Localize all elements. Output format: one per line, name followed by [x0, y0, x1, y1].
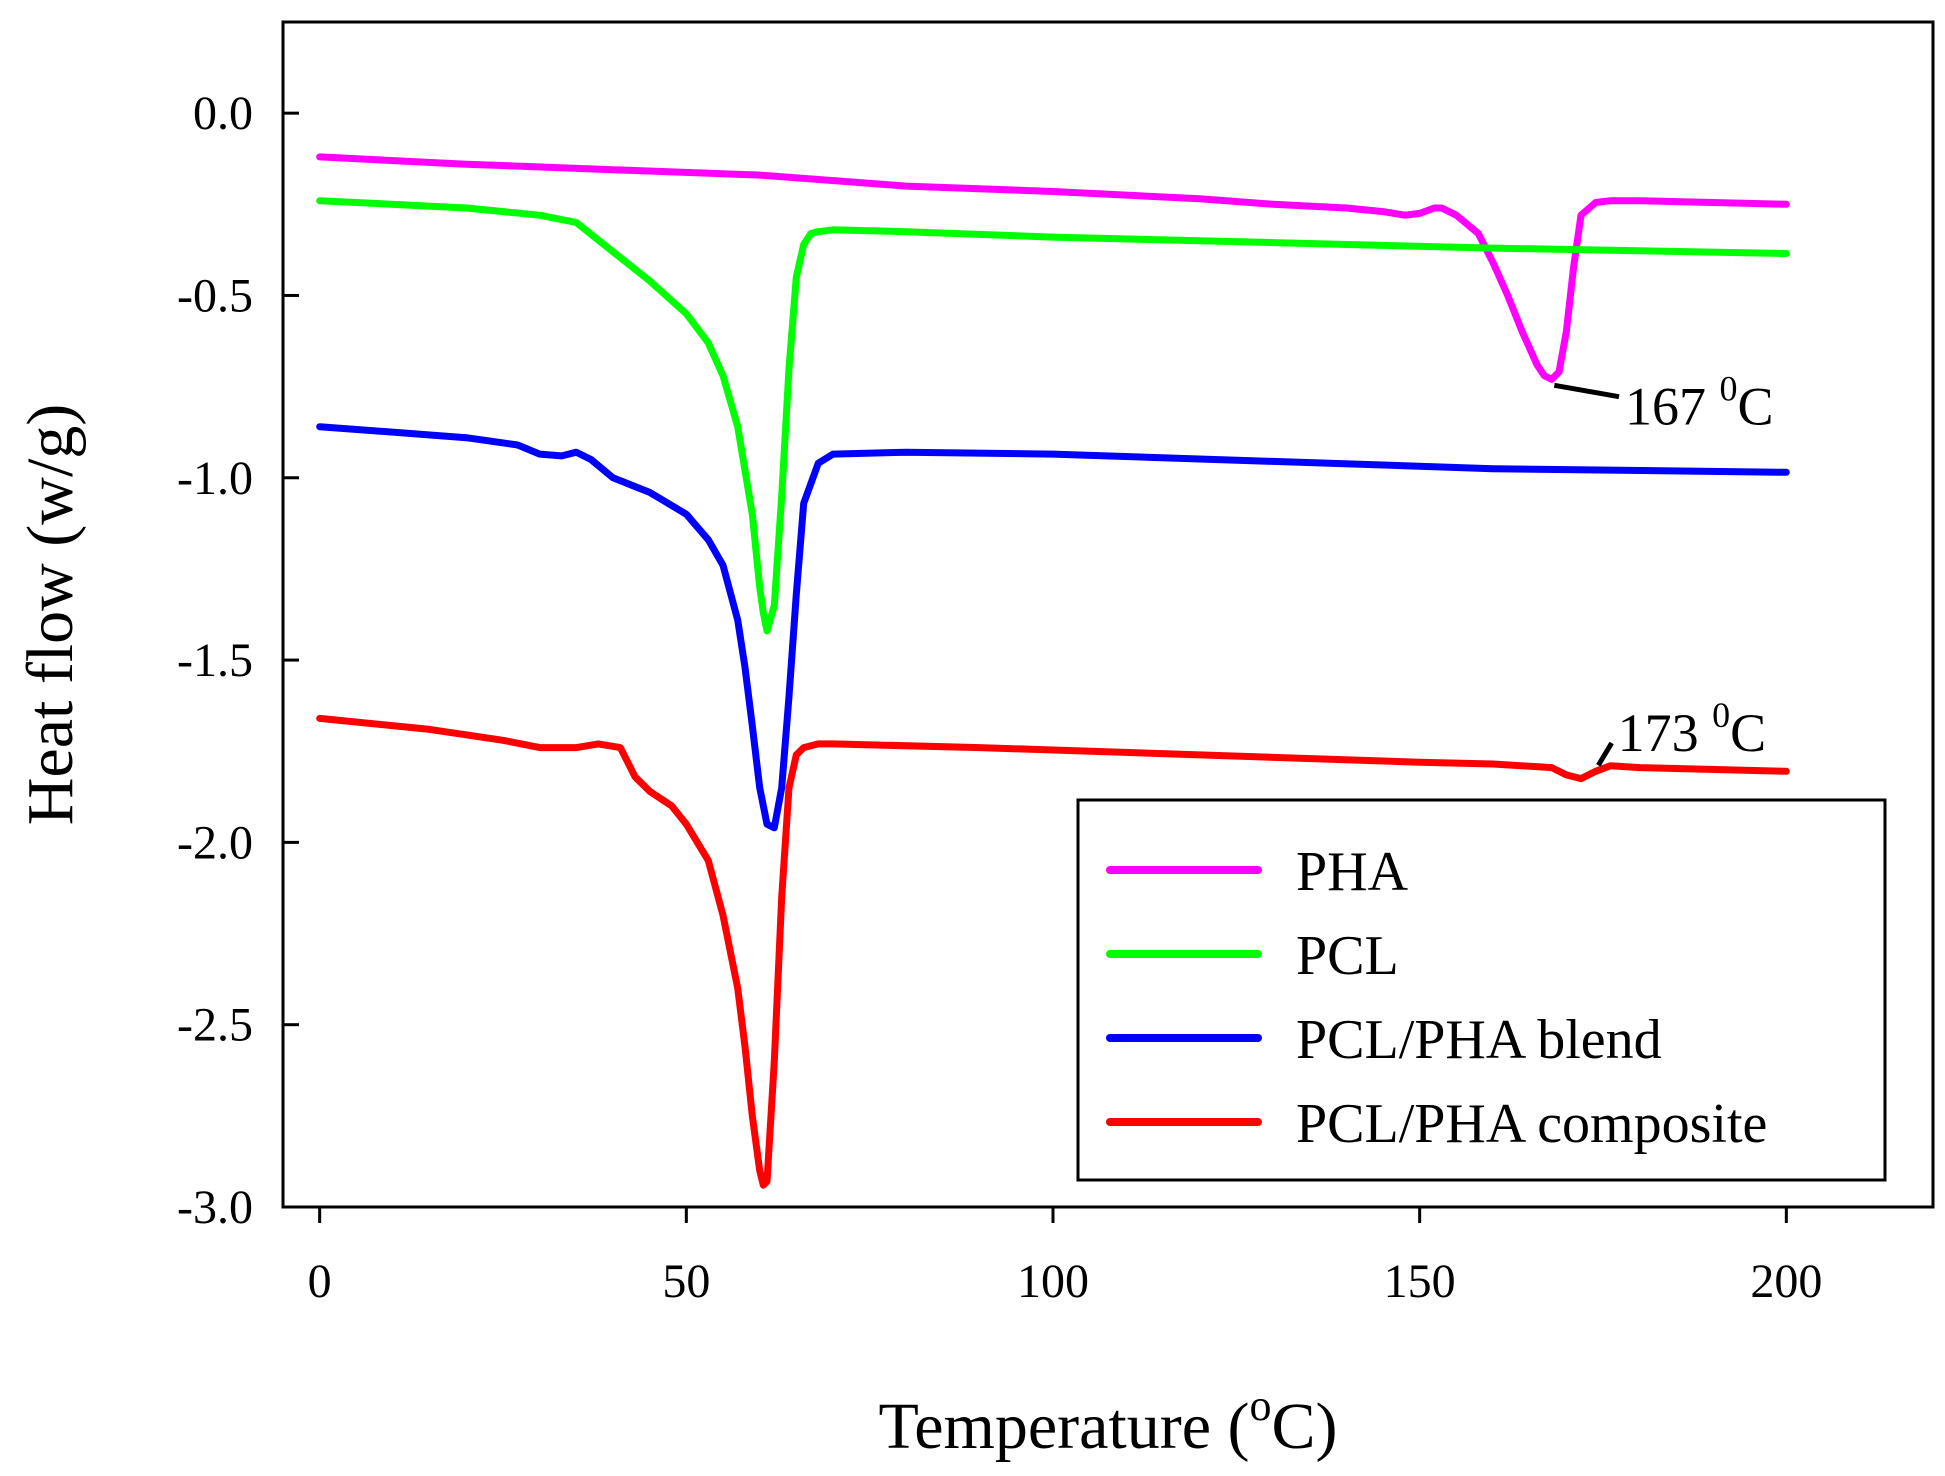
x-tick-label: 0 — [308, 1255, 332, 1308]
plot-frame — [281, 20, 1935, 1209]
series-layer — [316, 153, 1790, 1189]
y-tick-label: -0.5 — [177, 269, 253, 322]
legend-label-2: PCL/PHA blend — [1296, 1009, 1662, 1071]
annotation-label-1: 173 0C — [1618, 695, 1767, 763]
x-tick-label: 200 — [1750, 1255, 1822, 1308]
y-tick-label: -3.0 — [177, 1181, 253, 1234]
annotation-value: 167 — [1625, 377, 1720, 437]
x-tick-label: 100 — [1017, 1255, 1089, 1308]
annotation-superscript: 0 — [1712, 695, 1730, 735]
legend-label-3: PCL/PHA composite — [1296, 1093, 1767, 1155]
annotation-superscript: 0 — [1720, 369, 1738, 409]
annotation-leader-1 — [1596, 741, 1614, 767]
y-axis-title: Heat flow (w/g) — [14, 404, 87, 826]
annotation-unit: C — [1738, 377, 1774, 437]
y-tick-label: -2.0 — [177, 816, 253, 869]
legend: PHA PCL PCL/PHA blend PCL/PHA composite — [1076, 798, 1887, 1182]
series-line-0 — [316, 153, 1790, 383]
legend-label-1: PCL — [1296, 925, 1399, 987]
x-axis-unit-superscript: o — [1249, 1381, 1271, 1430]
series-line-2 — [316, 423, 1790, 832]
annotation-label-0: 167 0C — [1625, 369, 1774, 437]
x-axis-title-open: ( — [1211, 1390, 1249, 1463]
y-tick-label: 0.0 — [193, 87, 253, 140]
y-tick-label: -1.0 — [177, 452, 253, 505]
legend-label-0: PHA — [1296, 841, 1409, 903]
legend-box — [1076, 798, 1887, 1182]
x-axis-unit: C — [1271, 1390, 1315, 1463]
x-tick-label: 150 — [1384, 1255, 1456, 1308]
annotation-leader-0 — [1553, 382, 1620, 400]
y-axis-ticks: 0.0 -0.5 -1.0 -1.5 -2.0 -2.5 -3.0 — [177, 87, 299, 1234]
x-axis-title-text: Temperature — [878, 1390, 1211, 1463]
x-axis-title: Temperature (oC) — [878, 1381, 1337, 1463]
series-line-3 — [316, 714, 1790, 1189]
x-axis-ticks: 0 50 100 150 200 — [308, 1207, 1822, 1308]
annotation-unit: C — [1730, 703, 1766, 763]
y-tick-label: -1.5 — [177, 634, 253, 687]
series-line-1 — [316, 197, 1790, 635]
annotation-value: 173 — [1618, 703, 1713, 763]
x-tick-label: 50 — [662, 1255, 710, 1308]
x-axis-title-close: ) — [1316, 1390, 1338, 1463]
y-tick-label: -2.5 — [177, 999, 253, 1052]
